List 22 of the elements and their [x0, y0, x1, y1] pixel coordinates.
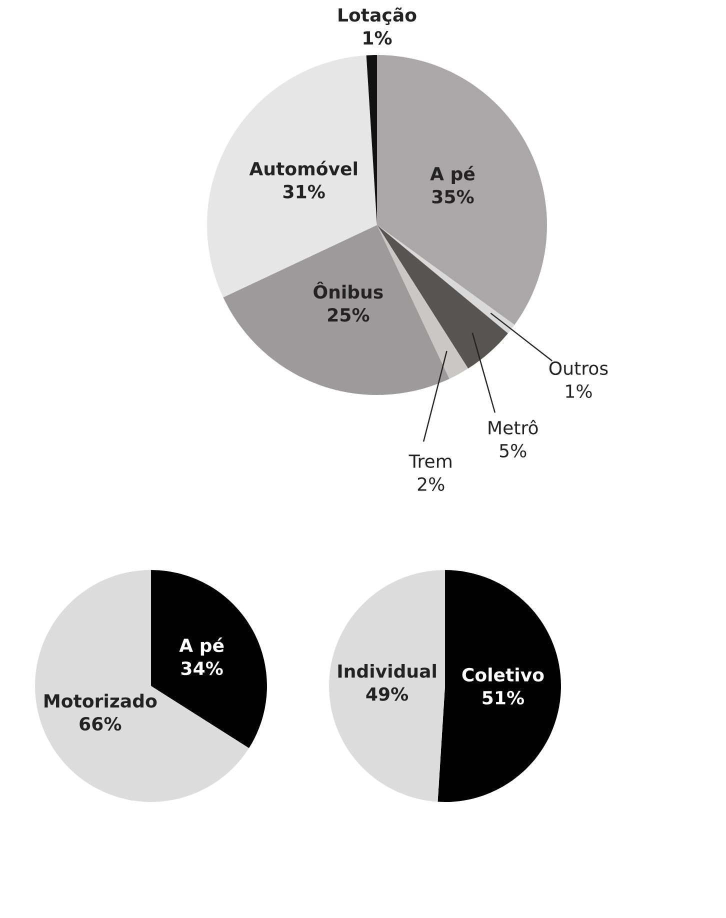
data-label: 51%	[482, 690, 524, 705]
slice-label: Ônibus	[314, 282, 383, 299]
slice-label: Metrô	[488, 420, 538, 435]
slice-label: A pé	[430, 166, 475, 184]
slice-label: A pé	[179, 637, 224, 656]
slice-label: Individual	[338, 664, 436, 678]
data-label: 66%	[80, 717, 122, 731]
data-label: 1%	[364, 31, 392, 45]
data-label: 49%	[366, 687, 408, 701]
data-label: 25%	[328, 308, 370, 322]
data-label: 31%	[283, 184, 325, 198]
slice-label: Coletivo	[462, 668, 544, 682]
slice-label: Trem	[408, 454, 452, 468]
slice-label: Motorizado	[44, 694, 157, 708]
data-label: 35%	[432, 190, 474, 204]
slice-label: Outros	[549, 361, 608, 376]
data-label: 1%	[566, 384, 592, 398]
slice-label: Lotação	[338, 7, 416, 26]
data-label: 2%	[418, 477, 444, 491]
data-label: 34%	[181, 661, 223, 676]
slice-label: Automóvel	[249, 160, 357, 176]
data-label: 5%	[500, 444, 526, 458]
